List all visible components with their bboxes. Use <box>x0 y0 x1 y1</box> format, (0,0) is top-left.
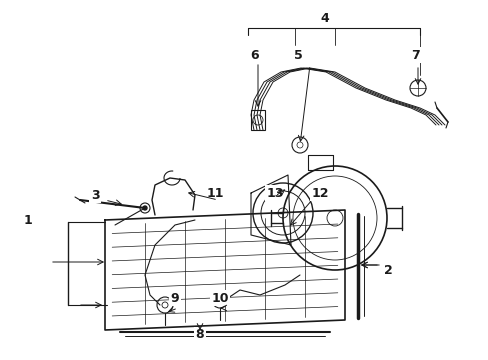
Circle shape <box>142 206 147 210</box>
Text: 5: 5 <box>293 49 302 62</box>
Text: 6: 6 <box>250 49 259 62</box>
Text: 4: 4 <box>320 12 329 24</box>
Text: 7: 7 <box>410 49 419 62</box>
Bar <box>250 110 264 130</box>
Text: 13: 13 <box>266 186 283 199</box>
Text: 2: 2 <box>383 264 391 276</box>
Text: 8: 8 <box>195 328 204 342</box>
Text: 10: 10 <box>211 292 228 305</box>
Text: 11: 11 <box>206 186 224 199</box>
Text: 9: 9 <box>170 292 179 305</box>
Text: 3: 3 <box>90 189 99 202</box>
Text: 1: 1 <box>23 213 32 226</box>
Text: 12: 12 <box>311 186 328 199</box>
